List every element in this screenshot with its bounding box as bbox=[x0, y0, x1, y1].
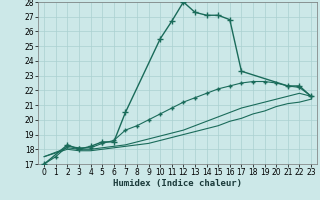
X-axis label: Humidex (Indice chaleur): Humidex (Indice chaleur) bbox=[113, 179, 242, 188]
